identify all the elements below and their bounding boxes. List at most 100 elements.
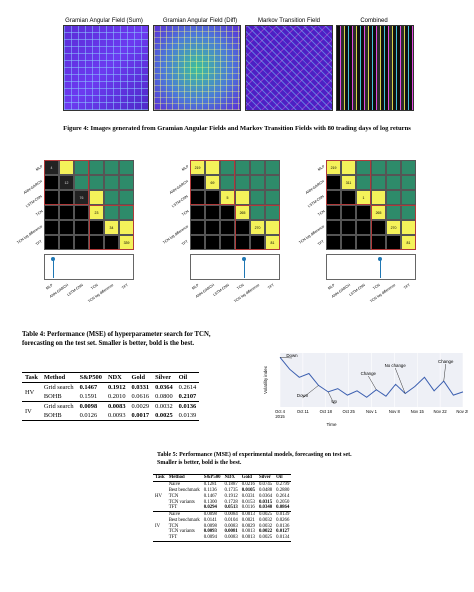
- table-row: Best benchmark 0.1136 0.1735 0.0105 0.0488 0.…: [153, 488, 291, 494]
- matrix-value: 4: [50, 165, 53, 170]
- matrix-row-label: MLP: [316, 164, 326, 172]
- matrix-row-label: TFT: [181, 239, 190, 247]
- value-cell: 0.0616: [131, 393, 150, 400]
- x-tick-label: Oct 11: [297, 409, 310, 414]
- value-cell: 0.0032: [155, 403, 173, 410]
- matrix-cell: [74, 235, 89, 250]
- matrix-cell: [401, 175, 416, 190]
- matrix-value: 270: [390, 225, 397, 230]
- value-cell: 0.0136: [178, 403, 197, 410]
- matrix-cell: 12: [59, 175, 74, 190]
- value-cell: 0.2614: [276, 493, 290, 499]
- value-cell: 0.0081: [224, 529, 238, 535]
- value-cell: 0.0093: [203, 529, 217, 535]
- value-cell: 0.1912: [107, 384, 126, 391]
- annotation-label: Down: [286, 353, 298, 358]
- matrix-value: 69: [210, 180, 215, 185]
- matrix-row-label: ANN-GARCH: [23, 179, 44, 196]
- matrix-col-label: MLP: [45, 283, 54, 291]
- matrix-cell: [386, 175, 401, 190]
- value-cell: 0.0105: [241, 487, 255, 493]
- col-header: Silver: [155, 374, 172, 381]
- matrix-cell: [235, 160, 250, 175]
- annotation-label: Down: [297, 393, 309, 398]
- matrix-cell: [44, 205, 59, 220]
- matrix-cell: [386, 190, 401, 205]
- matrix-value: 219: [194, 165, 201, 170]
- table-4-caption: Table 4: Performance (MSE) of hyperparam…: [22, 331, 211, 347]
- matrix-cell: [371, 175, 386, 190]
- value-cell: 0.0025: [155, 412, 173, 419]
- value-cell: 0.2107: [178, 393, 197, 400]
- value-cell: 0.1735: [224, 487, 238, 493]
- matrix-cell: 270: [386, 220, 401, 235]
- value-cell: 0.0025: [258, 535, 273, 541]
- annotation-label: Change: [361, 371, 377, 376]
- matrix-col-label: TFT: [403, 283, 411, 291]
- matrix-cell: [89, 190, 104, 205]
- col-header: NDX: [224, 475, 235, 481]
- similarity-matrix: 219 311 1 265 270 81: [326, 160, 416, 250]
- value-cell: 0.0364: [258, 493, 273, 499]
- lollipop-stem: [379, 258, 381, 278]
- value-cell: 0.0513: [224, 505, 238, 511]
- value-cell: 0.0266: [276, 517, 290, 523]
- value-cell: 0.0029: [241, 523, 255, 529]
- matrix-row-label: LSTM-CNN: [171, 194, 190, 209]
- value-cell: 0.0141: [203, 517, 217, 523]
- matrix-cell: [356, 220, 371, 235]
- method-cell: Best benchmark: [168, 487, 200, 493]
- lollipop-dot: [51, 257, 55, 261]
- col-header: Task: [25, 374, 38, 381]
- matrix-cell: [104, 190, 119, 205]
- matrix-row-label: TCN: [34, 209, 44, 217]
- value-cell: 0.1281: [203, 482, 217, 488]
- method-cell: Grid search: [43, 403, 74, 410]
- value-cell: 0.1467: [79, 384, 98, 391]
- value-cell: 0.0025: [258, 512, 273, 518]
- matrix-cell: [44, 235, 59, 250]
- gaf-diff-image: [153, 25, 241, 111]
- x-axis-label: Time: [326, 422, 336, 427]
- lollipop-dot: [242, 257, 246, 261]
- matrix-value: 34: [109, 225, 114, 230]
- lollipop-stem: [52, 258, 54, 278]
- task-cell: HV: [155, 493, 162, 499]
- matrix-cell: [220, 205, 235, 220]
- lollipop-stem: [243, 258, 245, 278]
- value-cell: 0.0153: [241, 499, 255, 505]
- matrix-row-label: TCN: [180, 209, 190, 217]
- mtf-image: [245, 25, 333, 111]
- matrix-cell: [205, 205, 220, 220]
- col-header: Silver: [258, 475, 271, 481]
- table-row: HV TCN 0.1467 0.1912 0.0331 0.0364 0.2614: [153, 493, 291, 499]
- matrix-value: 23: [94, 210, 99, 215]
- table-row: Naïve 0.1281 0.1887 0.0216 0.0745 0.2799: [153, 481, 291, 487]
- value-cell: 0.0017: [131, 412, 150, 419]
- annotation-arrow: [327, 391, 335, 405]
- table-row: IV TCN 0.0098 0.0083 0.0029 0.0032 0.0136: [153, 523, 291, 529]
- matrix-cell: [104, 160, 119, 175]
- value-cell: 0.0294: [203, 505, 217, 511]
- table-row: TFT 0.0094 0.0083 0.0013 0.0025 0.0134: [153, 535, 292, 542]
- col-header: Method: [168, 475, 185, 481]
- col-header: Gold: [241, 475, 252, 481]
- value-cell: 0.0093: [107, 412, 126, 419]
- value-cell: 0.0013: [241, 529, 255, 535]
- table-row: IV Grid search 0.0098 0.0083 0.0029 0.00…: [22, 401, 200, 415]
- cluster-outline: [190, 160, 235, 205]
- matrix-cell: [326, 205, 341, 220]
- value-cell: 0.0104: [224, 517, 238, 523]
- value-cell: 0.0139: [276, 512, 290, 518]
- value-cell: 0.0331: [131, 384, 150, 391]
- method-cell: TFT: [168, 535, 178, 541]
- y-axis-label: Volatility index: [263, 365, 268, 394]
- matrix-value: 270: [254, 225, 261, 230]
- matrix-value: 219: [330, 165, 337, 170]
- col-header: Task: [155, 475, 165, 481]
- cluster-outline: [326, 160, 371, 205]
- annotation-label: Up: [331, 399, 337, 404]
- matrix-cell: [59, 235, 74, 250]
- value-cell: 0.1887: [224, 482, 238, 488]
- matrix-cell: [386, 160, 401, 175]
